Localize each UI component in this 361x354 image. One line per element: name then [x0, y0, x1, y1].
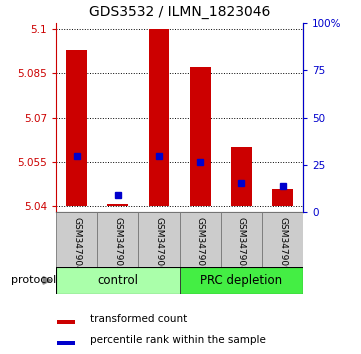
Bar	[66, 50, 87, 206]
Text: GSM347907: GSM347907	[196, 217, 205, 272]
Bar	[272, 189, 293, 206]
Bar	[221, 212, 262, 267]
Text: protocol: protocol	[11, 275, 56, 285]
Text: transformed count: transformed count	[90, 314, 187, 324]
Bar	[190, 67, 210, 206]
Text: GSM347905: GSM347905	[113, 217, 122, 272]
Text: percentile rank within the sample: percentile rank within the sample	[90, 335, 266, 346]
Bar	[57, 320, 75, 324]
Text: control: control	[97, 274, 138, 287]
Bar	[180, 267, 303, 294]
Text: PRC depletion: PRC depletion	[200, 274, 282, 287]
Bar	[231, 147, 252, 206]
Text: GSM347904: GSM347904	[72, 217, 81, 272]
Bar	[108, 204, 128, 206]
Bar	[180, 212, 221, 267]
Bar	[97, 212, 138, 267]
Bar	[138, 212, 180, 267]
Bar	[57, 341, 75, 345]
Bar	[56, 267, 180, 294]
Text: GSM347908: GSM347908	[237, 217, 246, 272]
Bar	[149, 29, 169, 206]
Text: GSM347909: GSM347909	[278, 217, 287, 272]
Text: GSM347906: GSM347906	[155, 217, 164, 272]
Title: GDS3532 / ILMN_1823046: GDS3532 / ILMN_1823046	[89, 5, 270, 19]
Bar	[56, 212, 97, 267]
Bar	[262, 212, 303, 267]
